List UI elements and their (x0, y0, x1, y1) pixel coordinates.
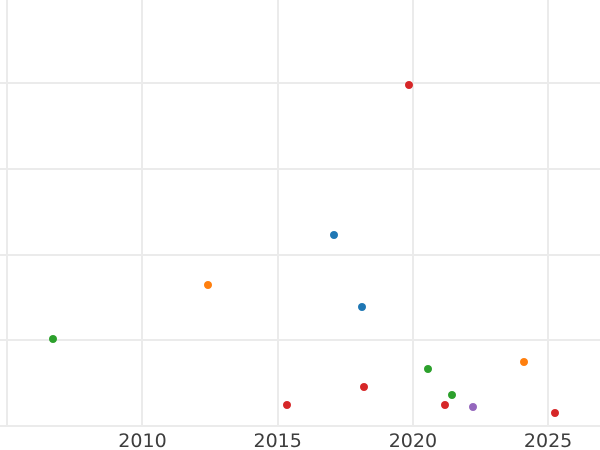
gridline-horizontal (0, 167, 600, 170)
gridline-horizontal (0, 253, 600, 256)
data-point (423, 365, 432, 374)
gridline-vertical (547, 0, 550, 426)
data-point (360, 383, 369, 392)
gridline-vertical (6, 0, 9, 426)
gridline-vertical (276, 0, 279, 426)
gridline-horizontal (0, 425, 600, 427)
x-tick-label: 2025 (523, 430, 573, 450)
gridline-vertical (141, 0, 144, 426)
data-point (469, 403, 478, 412)
data-point (519, 357, 528, 366)
data-point (448, 391, 457, 400)
data-point (283, 401, 292, 410)
x-tick-label: 2015 (253, 430, 302, 450)
data-point (404, 80, 413, 89)
data-point (357, 302, 366, 311)
data-point (204, 281, 213, 290)
data-point (441, 401, 450, 410)
gridline-vertical (411, 0, 414, 426)
x-tick-label: 2010 (118, 430, 167, 450)
data-point (330, 230, 339, 239)
data-point (49, 335, 58, 344)
data-point (551, 409, 560, 418)
gridline-horizontal (0, 339, 600, 342)
x-tick-label: 2020 (388, 430, 438, 450)
gridline-horizontal (0, 82, 600, 85)
